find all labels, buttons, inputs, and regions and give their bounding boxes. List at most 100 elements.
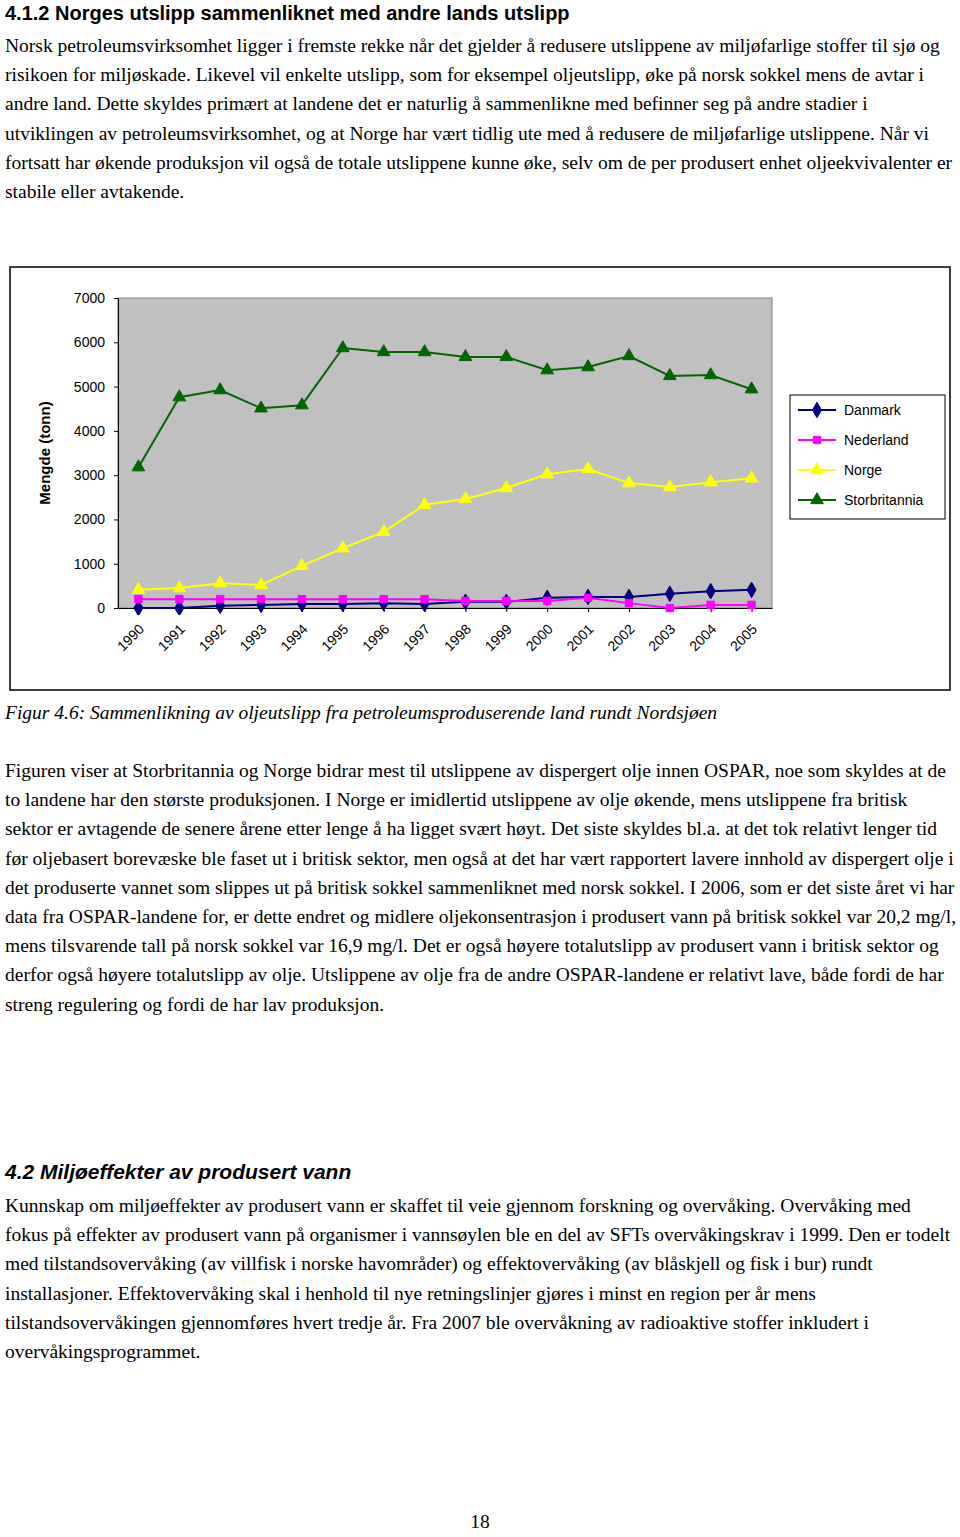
x-tick-label: 1998 [441,621,474,654]
series-marker [377,345,390,356]
x-tick-label: 1991 [155,621,188,654]
series-marker [132,583,145,594]
series-marker [543,597,550,604]
x-tick-label: 1990 [114,621,147,654]
series [132,462,758,594]
x-tick-label: 1994 [277,621,310,654]
series-line [138,598,751,608]
section-text: Kunnskap om miljøeffekter av produsert v… [5,1191,957,1366]
legend: Danmark Nederland Norge Storbritannia [790,395,945,519]
series-marker [704,368,717,379]
y-tick-mark [114,298,118,299]
x-tick-label: 1992 [195,621,228,654]
series-marker [336,541,349,552]
series-marker [500,481,513,492]
x-tick-label: 2003 [645,621,678,654]
y-tick-label: 5000 [74,379,105,395]
x-tick-label: 2004 [686,621,719,654]
series-line [138,469,751,590]
series-marker [339,595,346,602]
y-tick-label: 2000 [74,511,105,527]
y-axis: 0 1000 2000 3000 4000 5000 6000 7000 [74,290,119,616]
series-marker [543,590,552,606]
legend-marker [813,436,820,443]
series-marker [748,601,755,608]
series-marker [377,524,390,535]
y-tick: 4000 [74,423,118,439]
x-tick-label: 1995 [318,621,351,654]
y-tick-label: 4000 [74,423,105,439]
series-marker [625,599,632,606]
y-tick-mark [114,564,118,565]
y-tick-mark [114,519,118,520]
x-axis: 1990199119921993199419951996199719981999… [114,608,773,654]
series-marker [582,462,595,473]
page-number: 18 [0,1511,960,1533]
x-tick: 2004 [686,608,719,654]
series-marker [298,595,305,602]
series-marker [745,382,758,393]
legend-box [790,395,945,519]
series-marker [745,471,758,482]
x-tick-label: 1999 [482,621,515,654]
y-tick-label: 3000 [74,467,105,483]
series-marker [459,350,472,361]
y-tick-label: 7000 [74,290,105,306]
y-tick-mark [114,475,118,476]
y-tick: 7000 [74,290,118,306]
series-marker [704,475,717,486]
series-marker [297,596,306,612]
legend-marker [811,493,824,504]
legend-label: Storbritannia [844,492,924,508]
series-marker [214,383,227,394]
series-marker [135,595,142,602]
series-marker [541,363,554,374]
chart: 0100020003000400050006000700019901991199… [0,265,960,695]
legend-item: Danmark [798,402,902,418]
series-marker [379,595,388,611]
legend-label: Norge [844,462,882,478]
intro: Norsk petroleumsvirksomhet ligger i frem… [5,31,957,206]
series-marker [584,594,591,601]
series-marker [461,594,470,610]
y-tick: 6000 [74,334,118,350]
series-marker [255,401,268,412]
body: Figuren viser at Storbritannia og Norge … [5,756,957,1019]
y-tick-label: 0 [97,600,105,616]
y-tick-mark [114,608,118,609]
x-tick: 1993 [236,608,269,654]
x-tick-label: 2002 [604,621,637,654]
series-marker [665,586,674,602]
x-tick-label: 2001 [563,621,596,654]
series-marker [296,398,309,409]
y-tick: 3000 [74,467,118,483]
x-tick: 2005 [727,608,760,654]
series [135,594,756,612]
legend-label: Danmark [844,402,902,418]
series-marker [459,492,472,503]
y-axis-line [118,299,119,609]
x-tick: 1998 [441,608,474,654]
series-marker [338,596,347,612]
series-marker [255,578,268,589]
series [132,341,758,471]
series-marker [418,497,431,508]
x-tick: 1991 [155,608,188,654]
series-marker [663,369,676,380]
series-marker [173,581,186,592]
y-tick: 0 [97,600,118,616]
y-tick-mark [114,387,118,388]
x-tick: 1999 [482,608,515,654]
series-marker [380,595,387,602]
series [134,582,756,615]
caption: Figur 4.6: Sammenlikning av oljeutslipp … [5,699,717,727]
y-tick-mark [114,431,118,432]
series-marker [707,601,714,608]
x-tick: 2000 [522,608,555,654]
x-tick: 2002 [604,608,637,654]
x-tick-label: 2005 [727,621,760,654]
legend-item: Nederland [798,432,909,448]
y-tick: 1000 [74,556,118,572]
x-tick: 2003 [645,608,678,654]
y-tick-label: 6000 [74,334,105,350]
